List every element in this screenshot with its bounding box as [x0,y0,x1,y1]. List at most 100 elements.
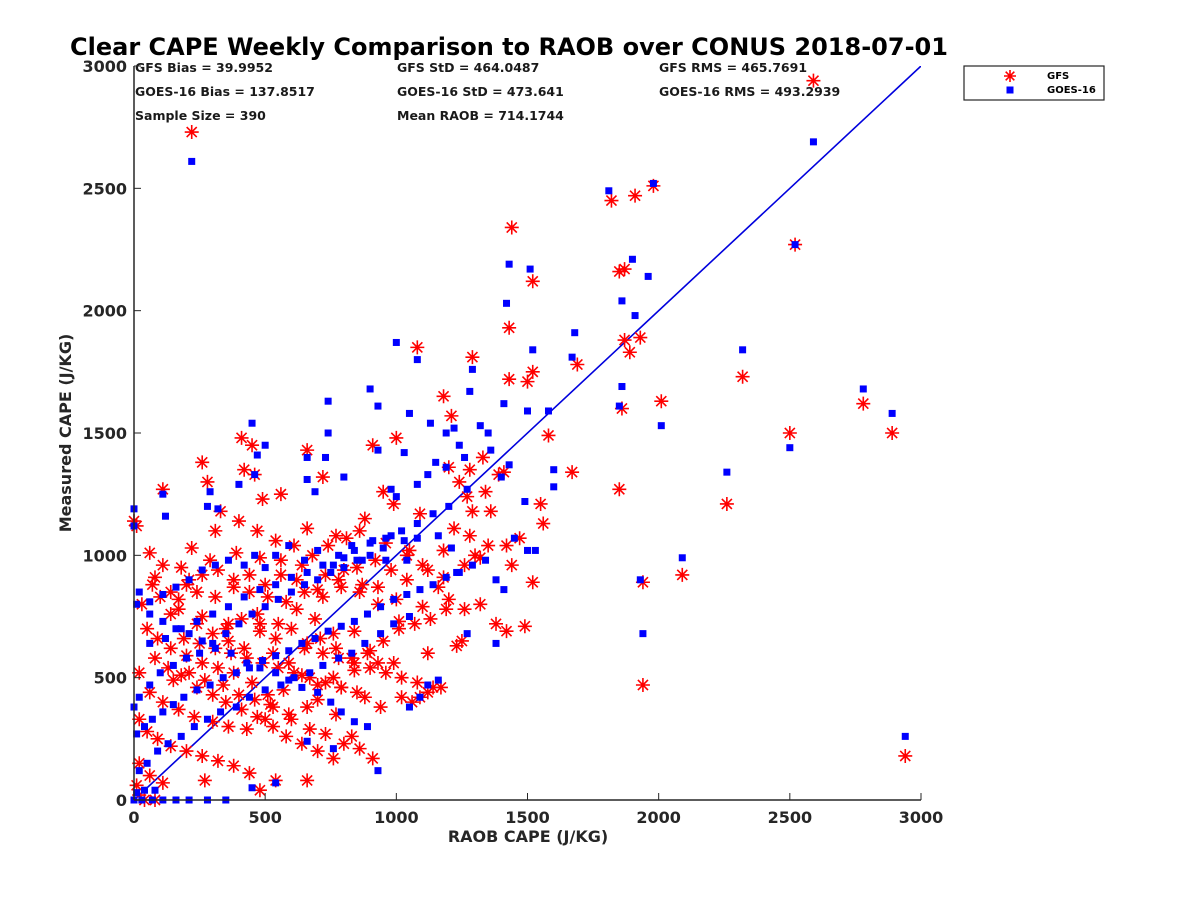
goes16-point [274,595,282,603]
goes16-point [350,617,358,625]
gfs-point [195,567,210,582]
gfs-point [349,560,364,575]
goes16-point [505,461,513,469]
gfs-point [208,523,223,538]
goes16-point [303,453,311,461]
gfs-point [352,585,367,600]
legend-gfs-marker [1004,70,1016,82]
goes16-point [434,676,442,684]
gfs-point [326,670,341,685]
gfs-point [520,374,535,389]
gfs-point [247,692,262,707]
gfs-point [208,589,223,604]
gfs-point [407,616,422,631]
gfs-point [462,462,477,477]
gfs-point [423,611,438,626]
goes16-point [314,576,322,584]
gfs-point [271,660,286,675]
gfs-point [489,616,504,631]
goes16-point [337,622,345,630]
y-tick-label: 2500 [82,179,127,198]
gfs-point [184,125,199,140]
goes16-point [135,588,143,596]
gfs-point [273,553,288,568]
gfs-point [300,521,315,536]
gfs-point [654,394,669,409]
goes16-point [476,422,484,430]
gfs-point [252,624,267,639]
gfs-point [163,641,178,656]
stat-label: GFS RMS = 465.7691 [659,60,807,75]
goes16-point [348,542,356,550]
gfs-point [378,536,393,551]
chart-title: Clear CAPE Weekly Comparison to RAOB ove… [70,33,948,61]
goes16-point [350,718,358,726]
goes16-point [739,346,747,354]
gfs-point [499,624,514,639]
goes16-point [301,556,309,564]
goes16-point [235,480,243,488]
goes16-point [217,708,225,716]
goes16-point [140,786,148,794]
goes16-point [529,346,537,354]
stat-label: Sample Size = 390 [135,108,266,123]
goes16-point [146,639,154,647]
goes16-point [172,583,180,591]
gfs-point [386,496,401,511]
gfs-point [365,751,380,766]
gfs-point [210,563,225,578]
goes16-point [298,639,306,647]
gfs-point [465,350,480,365]
goes16-point [526,265,534,273]
goes16-point [639,630,647,638]
gfs-point [436,543,451,558]
gfs-point [483,504,498,519]
gfs-point [147,570,162,585]
gfs-point [300,773,315,788]
goes16-point [319,561,327,569]
gfs-point [415,599,430,614]
gfs-point [457,558,472,573]
goes16-point [500,400,508,408]
gfs-point [318,567,333,582]
gfs-point [436,389,451,404]
gfs-point [420,646,435,661]
gfs-point [410,675,425,690]
gfs-point [363,660,378,675]
gfs-point [134,597,149,612]
gfs-point [132,665,147,680]
gfs-point [252,550,267,565]
gfs-point [140,724,155,739]
goes16-point [177,625,185,633]
goes16-point [232,669,240,677]
goes16-point [240,561,248,569]
gfs-point [612,482,627,497]
goes16-point [335,551,343,559]
gfs-point [195,609,210,624]
goes16-point [303,568,311,576]
gfs-point [478,484,493,499]
goes16-point [169,661,177,669]
gfs-point [237,462,252,477]
goes16-point [482,556,490,564]
gfs-point [273,567,288,582]
gfs-point [142,768,157,783]
gfs-point [328,528,343,543]
gfs-point [444,408,459,423]
gfs-point [321,538,336,553]
goes16-point [363,610,371,618]
gfs-point [454,633,469,648]
goes16-point [161,635,169,643]
goes16-point [314,688,322,696]
gfs-point [898,748,913,763]
gfs-point [210,660,225,675]
goes16-point [277,681,285,689]
goes16-point [550,466,558,474]
gfs-point [150,631,165,646]
goes16-point [209,610,217,618]
gfs-point [499,538,514,553]
goes16-point [442,463,450,471]
goes16-point [206,488,214,496]
goes16-point [159,490,167,498]
goes16-point [455,568,463,576]
